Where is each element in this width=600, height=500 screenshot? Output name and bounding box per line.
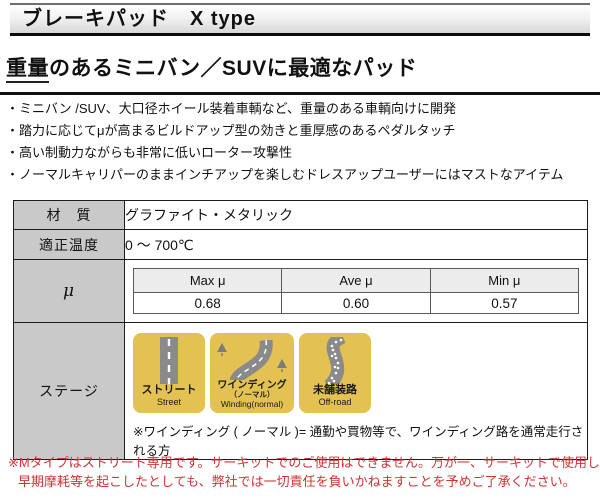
mu-ave-header: Ave μ — [281, 268, 431, 293]
street-label-en: Street — [156, 397, 181, 407]
offroad-stage-badge: 未舗装路 Off-road — [299, 333, 371, 413]
feature-item: ・ノーマルキャリパーのままインチアップを楽しむドレスアップユーザーにはマストなア… — [6, 167, 564, 182]
mu-row: μ Max μ Ave μ Min μ 0.68 0.60 0.57 — [13, 259, 588, 323]
material-label: 材 質 — [13, 200, 125, 230]
temperature-value: 0 ～ 700℃ — [124, 229, 588, 260]
feature-item: ・ミニバン /SUV、大口径ホイール装着車輌など、重量のある車輌向けに開発 — [6, 101, 456, 116]
catch-copy: 重量のあるミニバン／SUVに最適なパッド — [6, 52, 418, 83]
stage-content-cell: ストリート Street ワインディング （ノーマ — [124, 322, 588, 460]
stage-row: ステージ ストリート Street — [13, 322, 588, 460]
stage-label: ステージ — [13, 322, 125, 460]
winding-label-sub: （ノーマル） — [229, 390, 275, 399]
warning-note: ※Mタイプはストリート専用です。サーキットでのご使用はできません。万が一、サーキ… — [8, 455, 600, 489]
stage-icon-group: ストリート Street ワインディング （ノーマ — [133, 333, 587, 413]
mu-ave-value: 0.60 — [281, 292, 431, 314]
temperature-row: 適正温度 0 ～ 700℃ — [13, 229, 588, 260]
street-label-jp: ストリート — [141, 384, 197, 396]
mu-min-header: Min μ — [429, 268, 580, 293]
mu-inner-table: Max μ Ave μ Min μ 0.68 0.60 0.57 — [132, 268, 580, 314]
page-title: ブレーキパッド X type — [10, 3, 590, 36]
temperature-label: 適正温度 — [13, 229, 125, 260]
offroad-label-en: Off-road — [318, 397, 352, 407]
winding-label-en: Winding(normal) — [220, 399, 284, 409]
material-value: グラファイト・メタリック — [124, 200, 588, 230]
mu-symbol: μ — [62, 281, 76, 301]
mu-label: μ — [13, 259, 125, 323]
catch-copy-emphasis: 重量 — [6, 57, 49, 83]
feature-item: ・高い制動力ながらも非常に低いローター攻撃性 — [6, 145, 293, 160]
material-row: 材 質 グラファイト・メタリック — [13, 200, 588, 230]
winding-road-icon — [217, 340, 287, 380]
offroad-road-icon — [324, 337, 346, 384]
street-stage-badge: ストリート Street — [133, 333, 205, 413]
mu-values-cell: Max μ Ave μ Min μ 0.68 0.60 0.57 — [124, 259, 588, 323]
feature-list: ・ミニバン /SUV、大口径ホイール装着車輌など、重量のある車輌向けに開発 ・踏… — [6, 98, 598, 186]
winding-label-jp: ワインディング — [217, 380, 287, 391]
straight-road-icon — [160, 337, 178, 384]
mu-values-row: 0.68 0.60 0.57 — [132, 292, 580, 314]
offroad-label-jp: 未舗装路 — [313, 384, 357, 396]
mu-max-header: Max μ — [132, 268, 283, 293]
feature-item: ・踏力に応じてμが高まるビルドアップ型の効きと重厚感のあるペダルタッチ — [6, 123, 456, 138]
stage-note: ※ワインディング ( ノーマル )= 通勤や買物等で、ワインディング路を通常走行… — [133, 425, 584, 458]
mu-max-value: 0.68 — [132, 292, 283, 314]
spec-table: 材 質 グラファイト・メタリック 適正温度 0 ～ 700℃ μ Max μ A… — [13, 200, 588, 460]
mu-header-row: Max μ Ave μ Min μ — [132, 268, 580, 293]
catch-copy-rest: のあるミニバン／SUVに最適なパッド — [49, 57, 418, 80]
divider-rule — [0, 92, 600, 95]
winding-stage-badge: ワインディング （ノーマル） Winding(normal) — [210, 333, 294, 413]
gravel-dots — [327, 338, 343, 384]
mu-min-value: 0.57 — [429, 292, 580, 314]
